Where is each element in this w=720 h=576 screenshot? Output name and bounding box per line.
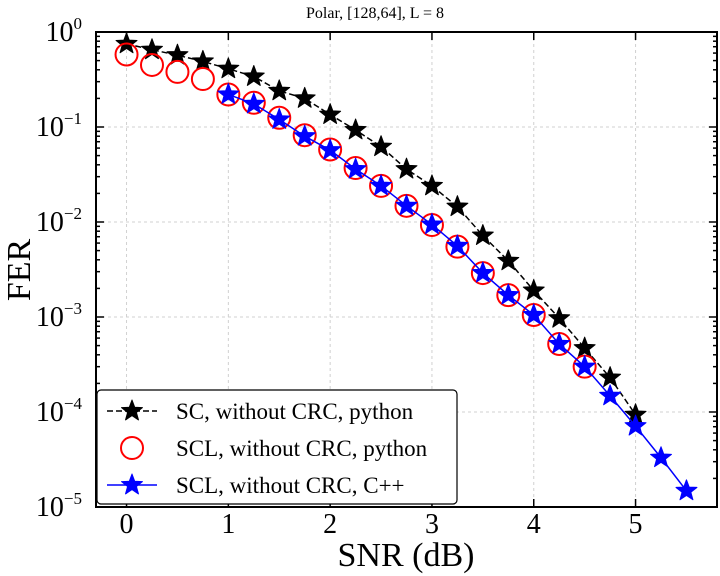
- data-point: [343, 156, 368, 181]
- legend-entry-0: SC, without CRC, python: [107, 399, 414, 424]
- data-point: [675, 479, 698, 501]
- data-point: [395, 194, 418, 216]
- data-point: [293, 124, 316, 146]
- series-1: [114, 42, 597, 379]
- y-tick-label: 10−5: [36, 489, 82, 523]
- legend-box: [96, 389, 458, 505]
- data-point: [370, 135, 393, 157]
- data-point: [166, 43, 189, 65]
- data-point: [573, 355, 596, 377]
- legend-entry-1: SCL, without CRC, python: [120, 436, 428, 461]
- x-tick-label: 4: [527, 509, 541, 540]
- data-point: [139, 52, 164, 77]
- data-point: [573, 336, 596, 358]
- data-point: [292, 123, 317, 148]
- y-tick-label: 10−3: [36, 299, 82, 333]
- x-axis-label: SNR (dB): [338, 537, 475, 574]
- legend-marker: [120, 436, 144, 460]
- plot-series: [114, 32, 698, 501]
- data-point: [190, 67, 215, 92]
- data-point: [268, 79, 291, 101]
- data-point: [522, 303, 545, 325]
- data-point: [319, 138, 342, 160]
- x-tick-label: 3: [425, 509, 439, 540]
- axis-ticks: 0 1 2 3 4 5 100 10−1 10−2 10−3 10−4 10−5: [36, 14, 717, 540]
- legend-marker: [121, 473, 143, 495]
- data-point: [446, 234, 469, 256]
- data-point: [624, 414, 647, 436]
- series-2: [217, 82, 698, 501]
- legend: SC, without CRC, python SCL, without CRC,…: [96, 389, 458, 505]
- legend-label: SCL, without CRC, C++: [176, 473, 405, 498]
- data-point: [548, 306, 571, 328]
- series-0: [115, 32, 647, 425]
- data-point: [344, 157, 367, 179]
- data-point: [471, 224, 494, 245]
- y-tick-label: 10−1: [36, 109, 82, 143]
- data-point: [217, 82, 240, 104]
- data-point: [599, 384, 622, 406]
- data-point: [242, 92, 265, 114]
- data-point: [268, 107, 291, 129]
- series-line: [126, 43, 637, 416]
- x-tick-label: 2: [323, 509, 337, 540]
- y-tick-label: 10−2: [36, 204, 82, 238]
- data-point: [420, 174, 443, 196]
- data-point: [446, 195, 469, 217]
- data-point: [242, 65, 265, 86]
- legend-label: SC, without CRC, python: [176, 399, 414, 424]
- data-point: [650, 446, 672, 468]
- plot-frame: [95, 31, 718, 508]
- data-point: [599, 366, 622, 388]
- data-point: [395, 157, 418, 179]
- data-point: [522, 279, 545, 300]
- y-axis-label: FER: [1, 239, 38, 302]
- data-point: [370, 174, 393, 196]
- data-point: [420, 213, 443, 234]
- y-tick-label: 100: [46, 14, 83, 48]
- data-point: [267, 105, 292, 130]
- data-point: [497, 249, 520, 271]
- data-point: [548, 332, 571, 354]
- legend-label: SCL, without CRC, python: [176, 436, 428, 461]
- data-point: [293, 86, 316, 108]
- data-point: [217, 57, 240, 79]
- y-tick-label: 10−4: [36, 394, 83, 428]
- x-tick-label: 0: [120, 509, 134, 540]
- data-point: [114, 42, 139, 67]
- x-tick-label: 5: [629, 509, 643, 540]
- data-point: [344, 118, 367, 140]
- data-point: [319, 103, 342, 125]
- data-point: [497, 283, 520, 305]
- data-point: [471, 261, 494, 283]
- legend-entry-2: SCL, without CRC, C++: [107, 473, 405, 498]
- x-tick-label: 1: [221, 509, 235, 540]
- legend-marker: [121, 399, 143, 421]
- data-point: [318, 137, 343, 162]
- chart-title: Polar, [128,64], L = 8: [306, 5, 444, 22]
- data-point: [165, 59, 190, 84]
- data-point: [191, 49, 214, 71]
- data-point: [241, 90, 266, 115]
